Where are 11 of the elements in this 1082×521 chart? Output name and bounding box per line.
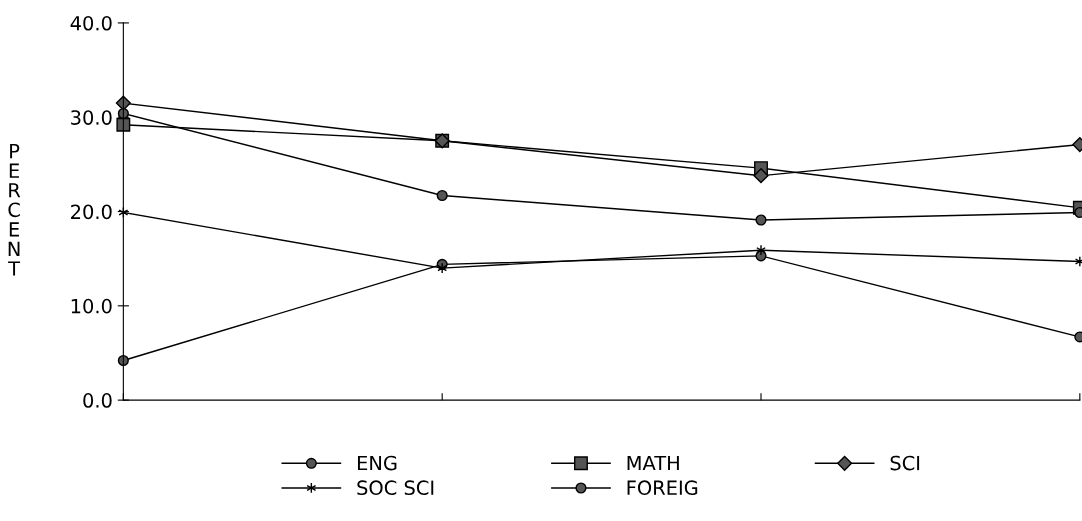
legend-label: SOC SCI — [357, 480, 434, 496]
y-axis-title: PERCENT — [8, 144, 21, 276]
y-tick-label: 30.0 — [71, 110, 112, 125]
y-tick-label: 10.0 — [71, 298, 112, 314]
y-tick-label: 40.0 — [70, 15, 112, 31]
legend-label: ENG — [357, 455, 397, 471]
legend-label: MATH — [627, 455, 679, 471]
y-tick-label: 20.0 — [71, 204, 112, 220]
legend-label: FOREIG — [627, 480, 698, 496]
y-tick-label: 0.0 — [83, 393, 112, 408]
legend-label: SCI — [890, 455, 920, 471]
